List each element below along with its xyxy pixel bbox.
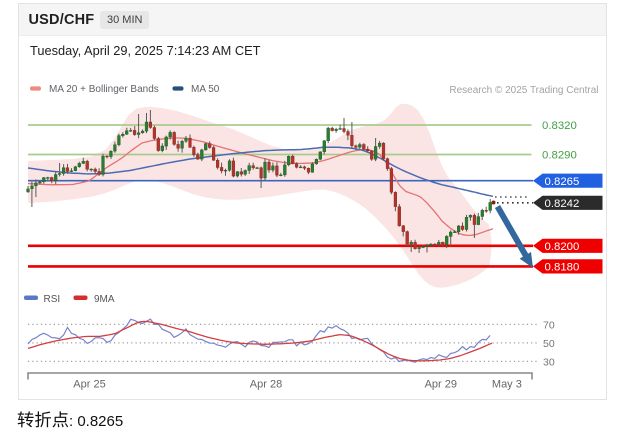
svg-text:MA 20 + Bollinger Bands: MA 20 + Bollinger Bands — [49, 84, 159, 95]
svg-text:0.8242: 0.8242 — [545, 198, 580, 210]
svg-text:70: 70 — [543, 319, 555, 331]
svg-text:MA 50: MA 50 — [191, 84, 220, 95]
svg-text:0.8180: 0.8180 — [545, 262, 580, 274]
svg-text:: 0.8265: : 0.8265 — [69, 413, 123, 430]
svg-text:Apr 25: Apr 25 — [73, 379, 105, 391]
svg-text:9MA: 9MA — [94, 294, 115, 305]
svg-text:0.8200: 0.8200 — [545, 241, 580, 253]
svg-text:0.8265: 0.8265 — [545, 176, 580, 188]
svg-text:0.8290: 0.8290 — [542, 150, 577, 162]
svg-text:Research © 2025 Trading Centra: Research © 2025 Trading Central — [449, 85, 598, 96]
svg-text:0.8320: 0.8320 — [542, 120, 577, 132]
svg-text:Apr 29: Apr 29 — [425, 379, 457, 391]
svg-text:50: 50 — [543, 338, 555, 350]
svg-text:Apr 28: Apr 28 — [250, 379, 282, 391]
svg-text:30: 30 — [543, 356, 555, 368]
svg-text:May 3: May 3 — [492, 379, 522, 391]
svg-text:RSI: RSI — [44, 294, 61, 305]
